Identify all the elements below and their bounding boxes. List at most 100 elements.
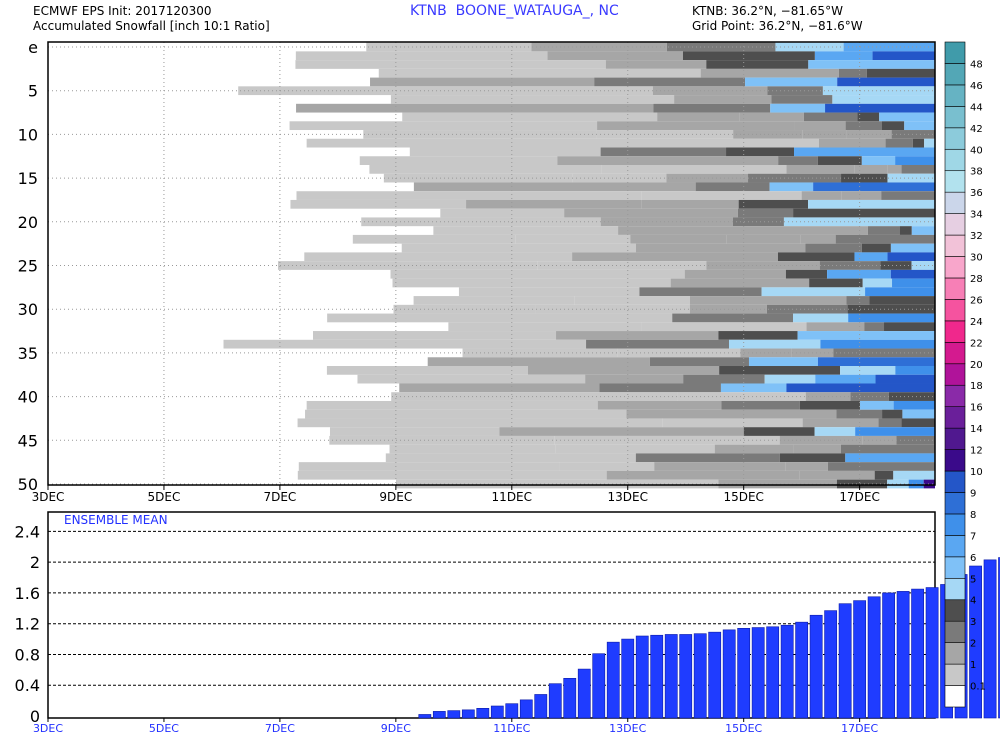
colorbar-box-21 [944, 234, 966, 257]
mean-bar-36 [577, 668, 591, 719]
member-13-step-4 [861, 156, 896, 165]
member-8-step-4 [857, 112, 880, 122]
heatmap-ytick-label: 45 [18, 431, 38, 450]
member-8-step-5 [879, 112, 935, 122]
member-34-step-3 [820, 339, 935, 349]
member-44-step-2 [743, 427, 815, 436]
mean-bar-46 [722, 629, 736, 719]
member-38-step-0 [357, 374, 586, 384]
member-20-step-3 [783, 217, 935, 227]
colorbar-label: 46 [970, 81, 983, 92]
member-27-step-2 [809, 278, 863, 288]
member-0-step-4 [843, 42, 935, 52]
colorbar-box-5 [944, 577, 966, 601]
member-13-step-5 [895, 156, 935, 165]
member-22-step-4 [800, 234, 836, 244]
member-40-step-1 [677, 392, 806, 401]
member-0-step-2 [666, 42, 776, 52]
colorbar-box-18 [944, 299, 966, 322]
bar-xtick-label: 15DEC [725, 722, 762, 735]
member-16-step-1 [695, 182, 770, 192]
colorbar-label: 44 [970, 102, 983, 113]
bar-xtick-label: 17DEC [841, 722, 878, 735]
member-36-step-0 [427, 357, 650, 367]
mean-bar-54 [838, 603, 852, 719]
member-1-step-1 [547, 51, 683, 61]
member-22-step-0 [352, 234, 516, 244]
mean-bar-45 [708, 631, 722, 719]
member-43-step-0 [297, 418, 663, 428]
init-label: ECMWF EPS Init: 2017120300 [33, 4, 212, 18]
member-15-step-1 [572, 173, 667, 183]
member-27-step-1 [670, 278, 810, 288]
member-45-step-4 [896, 435, 935, 445]
bar-ytick-label: 1.6 [15, 584, 40, 603]
member-37-step-4 [895, 366, 935, 375]
member-16-step-3 [813, 182, 935, 192]
colorbar-box-11 [944, 449, 966, 472]
member-35-step-1 [617, 348, 741, 358]
member-25-step-4 [880, 261, 912, 270]
grid-point-coords: Grid Point: 36.2°N, −81.6°W [692, 19, 863, 33]
member-5-step-2 [767, 86, 823, 96]
member-46-step-2 [714, 444, 794, 454]
colorbar-label: 48 [970, 59, 983, 70]
colorbar-label: 18 [970, 381, 983, 392]
member-11-step-1 [652, 138, 819, 148]
member-43-step-2 [802, 418, 879, 428]
member-14-step-1 [601, 164, 787, 174]
mean-bar-48 [751, 627, 765, 719]
colorbar-box-15 [944, 363, 966, 386]
member-39-step-0 [399, 383, 600, 393]
member-49-step-4 [893, 470, 935, 480]
member-39-step-3 [786, 383, 935, 393]
member-18-step-4 [808, 199, 935, 209]
member-11-step-4 [912, 138, 925, 148]
mean-bar-60 [925, 587, 939, 719]
member-25-step-1 [537, 261, 707, 270]
mean-bar-59 [911, 588, 924, 719]
member-31-step-3 [848, 313, 935, 323]
colorbar-box-23 [944, 191, 966, 214]
colorbar-label: 5 [970, 574, 976, 585]
colorbar-label: 32 [970, 231, 983, 242]
mean-bar-41 [650, 634, 664, 719]
member-14-step-0 [369, 164, 602, 174]
member-12-step-0 [409, 147, 601, 157]
member-24-step-1 [572, 252, 778, 262]
member-27-step-0 [392, 278, 671, 288]
member-42-step-4 [882, 409, 903, 419]
member-47-step-1 [635, 453, 780, 463]
member-32-step-4 [884, 322, 935, 332]
colorbar-label: 16 [970, 403, 983, 414]
member-24-step-4 [887, 252, 935, 262]
bar-xtick-label: 9DEC [381, 722, 411, 735]
member-5-step-1 [652, 86, 768, 96]
member-19-step-3 [793, 208, 935, 218]
mean-bar-57 [882, 592, 896, 719]
heatmap-ytick-label: 25 [18, 257, 38, 276]
member-1-step-0 [295, 51, 548, 61]
colorbar-label: 34 [970, 210, 983, 221]
bar-xtick-label: 3DEC [33, 722, 63, 735]
bar-ytick-label: 2.4 [15, 522, 40, 541]
member-32-step-1 [641, 322, 807, 332]
colorbar-box-8 [944, 513, 966, 536]
heatmap-xtick-label: 17DEC [839, 490, 879, 504]
colorbar-label: 28 [970, 274, 983, 285]
bar-xtick-label: 5DEC [149, 722, 179, 735]
colorbar-label: 26 [970, 295, 983, 306]
member-9-step-3 [845, 121, 882, 131]
member-50-step-2 [836, 479, 888, 489]
colorbar-box-22 [944, 213, 966, 236]
member-9-step-5 [904, 121, 935, 131]
member-21-step-2 [800, 226, 868, 235]
member-2-step-2 [706, 60, 809, 69]
member-13-step-0 [359, 156, 558, 165]
mean-bar-63 [969, 565, 982, 719]
member-2-step-1 [605, 60, 707, 69]
variable-label: Accumulated Snowfall [inch 10:1 Ratio] [33, 19, 270, 33]
mean-bar-37 [592, 653, 606, 719]
member-7-step-1 [653, 103, 771, 113]
member-22-step-3 [726, 234, 801, 244]
